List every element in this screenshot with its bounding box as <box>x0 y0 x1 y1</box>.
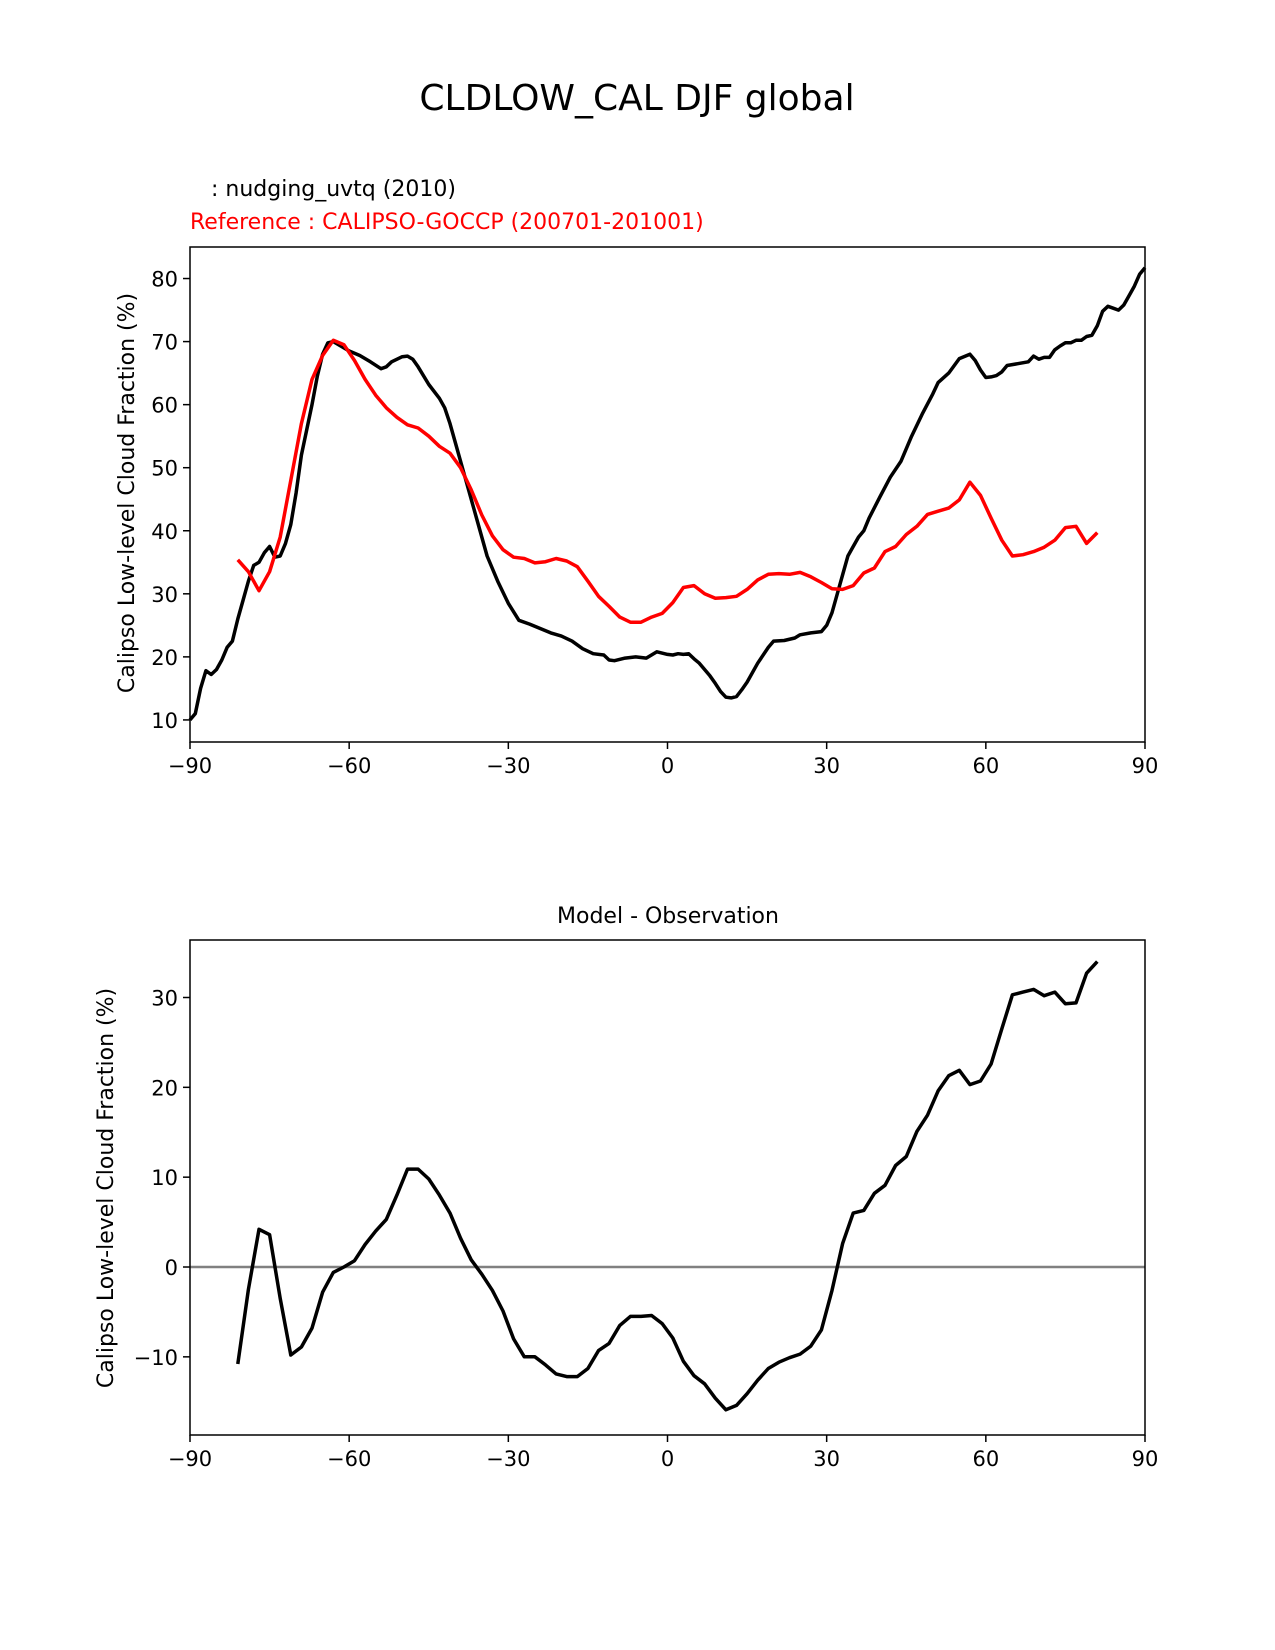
top-chart-xtick-label: −30 <box>486 754 530 778</box>
bottom-chart-xtick-label: 30 <box>813 1447 840 1471</box>
bottom-chart-xtick-label: −90 <box>168 1447 212 1471</box>
top-chart-ylabel: Calipso Low-level Cloud Fraction (%) <box>115 293 140 693</box>
bottom-chart-title: Model - Observation <box>557 904 779 929</box>
top-chart-ytick-label: 70 <box>151 331 178 355</box>
bottom-chart-plot-area: −90 −60 −30 0 30 60 90 −10 0 10 20 30 <box>134 939 1159 1471</box>
top-chart-xtick-label: −90 <box>168 754 212 778</box>
top-chart-axes-frame <box>189 246 1146 743</box>
top-chart-ytick-label: 20 <box>151 646 178 670</box>
top-chart-test-label: : nudging_uvtq (2010) <box>190 177 456 202</box>
top-chart-ytick-label: 80 <box>151 268 178 292</box>
top-chart-ytick-label: 60 <box>151 394 178 418</box>
top-chart-series-line-1 <box>236 338 1099 624</box>
bottom-chart-ytick-label: 10 <box>151 1166 178 1190</box>
top-chart-xtick-label: 60 <box>972 754 999 778</box>
bottom-chart-xtick-label: 0 <box>661 1447 674 1471</box>
top-chart-ytick-label: 10 <box>151 709 178 733</box>
top-chart-ytick-label: 50 <box>151 457 178 481</box>
bottom-chart-series-line-0 <box>236 960 1099 1412</box>
bottom-chart-xtick-label: −60 <box>327 1447 371 1471</box>
top-chart-plot-area: −90 −60 −30 0 30 60 90 10 20 30 40 50 60 70 80 <box>151 246 1159 778</box>
bottom-chart-xtick-label: −30 <box>486 1447 530 1471</box>
bottom-chart-ytick-label: 20 <box>151 1076 178 1100</box>
bottom-chart-ytick-label: −10 <box>134 1346 178 1370</box>
top-chart-ytick-label: 30 <box>151 583 178 607</box>
bottom-chart-xtick-label: 60 <box>972 1447 999 1471</box>
top-chart-xtick-label: 30 <box>813 754 840 778</box>
top-chart-xtick-label: 90 <box>1132 754 1159 778</box>
top-chart-xtick-label: 0 <box>661 754 674 778</box>
top-chart-series-line-0 <box>188 266 1147 722</box>
top-chart-xtick-label: −60 <box>327 754 371 778</box>
bottom-chart-axes-frame <box>189 939 1146 1436</box>
top-chart-reference-label: Reference : CALIPSO-GOCCP (200701-201001… <box>190 210 704 235</box>
bottom-chart-ylabel: Calipso Low-level Cloud Fraction (%) <box>94 988 119 1388</box>
bottom-chart: Model - Observation Calipso Low-level Cl… <box>94 904 1158 1471</box>
bottom-chart-ytick-label: 30 <box>151 986 178 1010</box>
figure-suptitle: CLDLOW_CAL DJF global <box>419 78 854 119</box>
top-chart-ytick-label: 40 <box>151 520 178 544</box>
bottom-chart-ytick-label: 0 <box>165 1256 178 1280</box>
bottom-chart-xtick-label: 90 <box>1132 1447 1159 1471</box>
top-chart: : nudging_uvtq (2010) Reference : CALIPS… <box>115 177 1158 778</box>
